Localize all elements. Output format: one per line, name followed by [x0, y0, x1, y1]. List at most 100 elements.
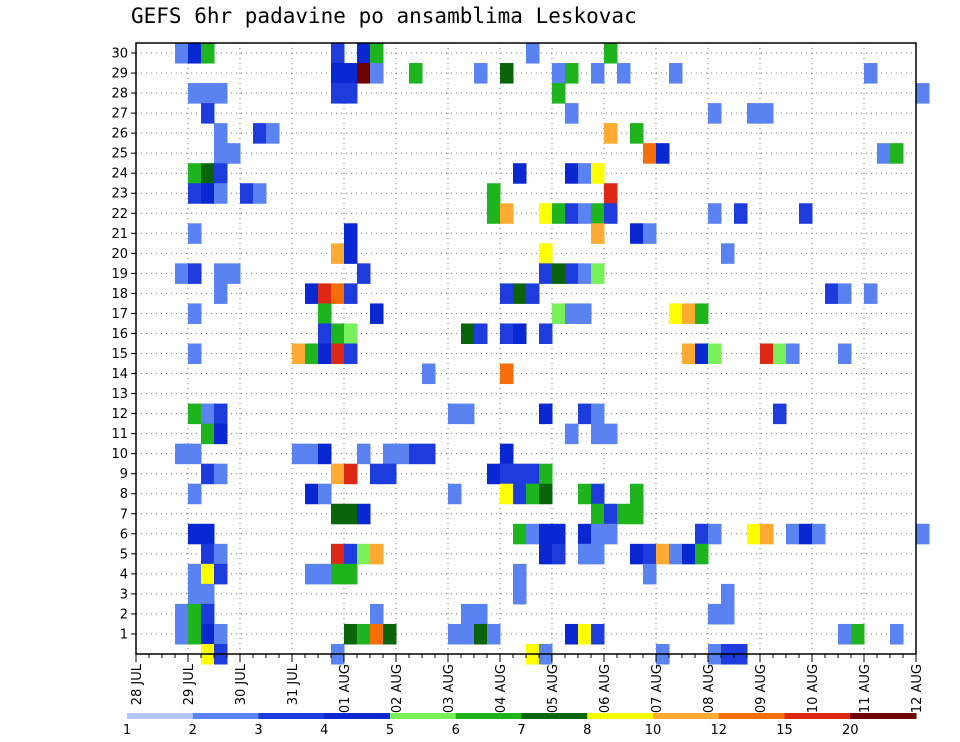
- y-tick-label: 17: [111, 307, 128, 322]
- heatmap-cell: [331, 503, 345, 525]
- x-tick-label: 02 AUG: [390, 664, 405, 713]
- heatmap-cell: [214, 83, 228, 104]
- heatmap-cell: [201, 463, 215, 485]
- heatmap-cell: [461, 623, 475, 645]
- heatmap-cell: [565, 163, 579, 184]
- heatmap-cell: [188, 303, 202, 324]
- heatmap-cell: [513, 583, 527, 605]
- heatmap-cell: [578, 303, 592, 324]
- x-tick-label: 06 AUG: [598, 664, 613, 713]
- heatmap-cell: [721, 583, 735, 605]
- heatmap-cell: [227, 263, 241, 284]
- heatmap-cell: [175, 43, 189, 64]
- heatmap-cell: [331, 43, 345, 64]
- heatmap-cell: [513, 323, 527, 344]
- heatmap-cell: [318, 323, 332, 344]
- heatmap-cell: [565, 103, 579, 124]
- heatmap-cell: [461, 403, 475, 425]
- colorbar-label: 4: [320, 723, 328, 738]
- heatmap-cell: [305, 283, 319, 304]
- y-tick-label: 19: [111, 267, 128, 282]
- y-tick-label: 25: [111, 147, 128, 162]
- heatmap-cell: [175, 263, 189, 284]
- heatmap-cell: [786, 343, 800, 365]
- y-tick-label: 7: [120, 507, 128, 522]
- heatmap-cell: [370, 543, 384, 565]
- heatmap-cell: [487, 463, 501, 485]
- heatmap-cell: [630, 543, 644, 565]
- x-tick-label: 09 AUG: [754, 664, 769, 713]
- heatmap-cell: [591, 263, 605, 284]
- heatmap-cell: [513, 523, 527, 545]
- heatmap-cell: [409, 443, 423, 465]
- heatmap-cell: [500, 483, 514, 505]
- heatmap-cell: [578, 543, 592, 565]
- heatmap-cell: [630, 223, 644, 244]
- heatmap-cell: [851, 623, 865, 645]
- heatmap-cell: [500, 283, 514, 304]
- y-tick-label: 12: [111, 407, 128, 422]
- colorbar-label: 7: [517, 723, 525, 738]
- x-tick-label: 01 AUG: [338, 664, 353, 713]
- heatmap-cell: [487, 623, 501, 645]
- heatmap-cell: [240, 183, 254, 204]
- heatmap-cell: [643, 563, 657, 585]
- heatmap-cell: [201, 163, 215, 184]
- heatmap-cell: [747, 523, 761, 545]
- heatmap-cell: [253, 183, 267, 204]
- heatmap-cell: [474, 623, 488, 645]
- heatmap-cell: [500, 463, 514, 485]
- colorbar-segment: [653, 713, 720, 719]
- heatmap-cell: [500, 203, 514, 224]
- heatmap-cell: [305, 483, 319, 505]
- heatmap-cell: [344, 563, 358, 585]
- heatmap-cell: [201, 583, 215, 605]
- heatmap-cell: [188, 223, 202, 244]
- heatmap-cell: [656, 543, 670, 565]
- heatmap-cell: [175, 603, 189, 625]
- heatmap-cell: [643, 143, 657, 164]
- heatmap-cell: [188, 603, 202, 625]
- colorbar-label: 15: [776, 723, 793, 738]
- heatmap-cell: [214, 623, 228, 645]
- heatmap-cell: [708, 343, 722, 365]
- heatmap-cell: [188, 443, 202, 465]
- heatmap-cell: [383, 443, 397, 465]
- x-tick-label: 04 AUG: [494, 664, 509, 713]
- colorbar-segment: [258, 713, 325, 719]
- heatmap-cell: [474, 323, 488, 344]
- heatmap-cell: [708, 203, 722, 224]
- heatmap-cell: [201, 423, 215, 445]
- heatmap-cell: [188, 263, 202, 284]
- x-tick-label: 10 AUG: [806, 664, 821, 713]
- y-tick-label: 27: [111, 107, 128, 122]
- heatmap-cell: [578, 163, 592, 184]
- heatmap-cell: [253, 123, 267, 144]
- heatmap-cell: [604, 123, 618, 144]
- y-tick-label: 24: [111, 167, 128, 182]
- heatmap-cell: [214, 143, 228, 164]
- heatmap-cell: [201, 603, 215, 625]
- heatmap-cell: [331, 83, 345, 104]
- heatmap-cell: [617, 63, 631, 84]
- heatmap-cell: [370, 623, 384, 645]
- heatmap-cell: [864, 283, 878, 304]
- heatmap-cell: [552, 83, 566, 104]
- heatmap-cell: [331, 463, 345, 485]
- heatmap-cell: [552, 303, 566, 324]
- heatmap-cell: [708, 523, 722, 545]
- heatmap-cell: [214, 123, 228, 144]
- y-tick-label: 5: [120, 547, 128, 562]
- heatmap-cell: [461, 603, 475, 625]
- heatmap-cell: [565, 63, 579, 84]
- heatmap-cell: [604, 423, 618, 445]
- heatmap-cell: [331, 563, 345, 585]
- y-tick-label: 6: [120, 527, 128, 542]
- heatmap-cell: [357, 543, 371, 565]
- heatmap-cell: [266, 123, 280, 144]
- heatmap-cell: [734, 203, 748, 224]
- heatmap-cell: [539, 543, 553, 565]
- heatmap-cell: [526, 523, 540, 545]
- heatmap-cell: [552, 543, 566, 565]
- heatmap-cell: [487, 203, 501, 224]
